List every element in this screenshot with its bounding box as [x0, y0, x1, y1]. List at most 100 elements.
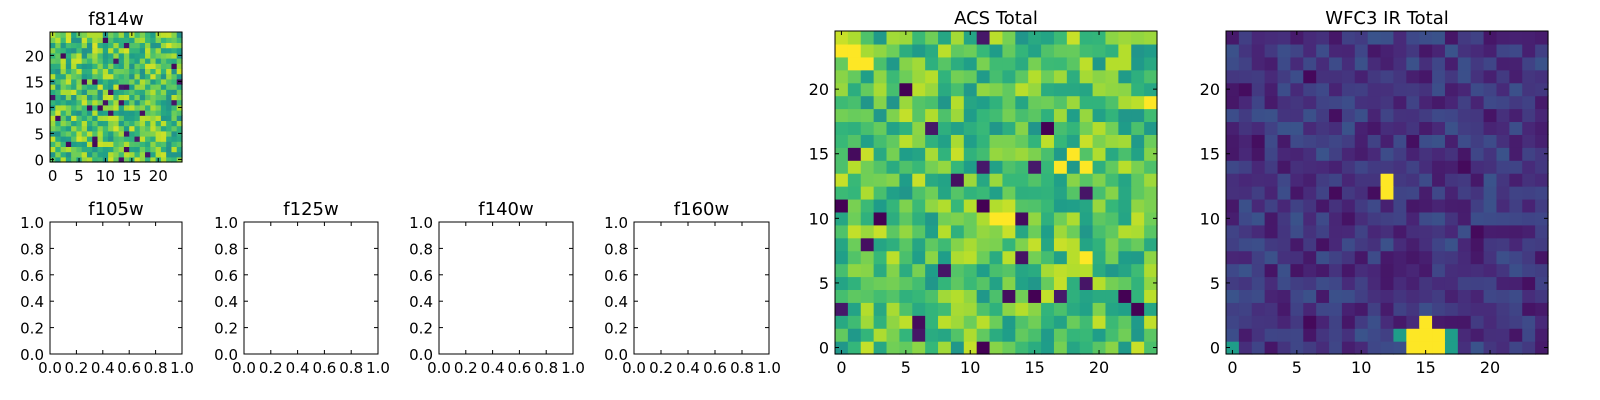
- heatmap-cell: [1367, 31, 1382, 45]
- heatmap-cell: [912, 328, 926, 342]
- heatmap-cell: [113, 125, 120, 132]
- heatmap-cell: [860, 198, 875, 213]
- heatmap-cell: [1470, 250, 1485, 265]
- heatmap-cell: [123, 130, 130, 137]
- heatmap-cell: [1419, 250, 1433, 265]
- heatmap-cell: [1277, 224, 1291, 239]
- heatmap-cell: [1354, 250, 1369, 265]
- heatmap-cell: [1522, 263, 1536, 278]
- heatmap-cell: [1079, 108, 1094, 123]
- heatmap-cell: [118, 99, 125, 106]
- heatmap-cell: [1457, 224, 1472, 239]
- heatmap-cell: [1251, 315, 1266, 329]
- heatmap-cell: [50, 146, 56, 153]
- heatmap-cell: [1092, 56, 1107, 71]
- heatmap-cell: [1041, 328, 1055, 342]
- heatmap-cell: [950, 82, 965, 97]
- heatmap-cell: [1393, 341, 1407, 355]
- y-tick-label: 0.0: [20, 346, 44, 364]
- heatmap-cell: [1131, 302, 1145, 316]
- heatmap-cell: [1509, 289, 1523, 303]
- heatmap-cell: [1303, 224, 1317, 239]
- heatmap-cell: [976, 250, 991, 265]
- heatmap-cell: [912, 211, 926, 226]
- heatmap-cell: [171, 156, 178, 163]
- heatmap-cell: [873, 341, 888, 355]
- heatmap-cell: [1535, 108, 1549, 123]
- heatmap-cell: [97, 151, 104, 158]
- y-tick-label: 15: [809, 145, 829, 164]
- heatmap-cell: [1406, 56, 1420, 71]
- heatmap-cell: [1522, 250, 1536, 265]
- heatmap-cell: [71, 99, 77, 106]
- heatmap-cell: [1354, 198, 1369, 213]
- heatmap-cell: [134, 89, 141, 95]
- heatmap-cell: [989, 198, 1004, 213]
- panel-title: ACS Total: [954, 8, 1038, 29]
- heatmap-cell: [1483, 276, 1498, 290]
- heatmap-cell: [1457, 121, 1472, 135]
- heatmap-cell: [1066, 289, 1081, 303]
- heatmap-cell: [1002, 134, 1016, 148]
- heatmap-cell: [1483, 224, 1498, 239]
- heatmap-cell: [1457, 56, 1472, 71]
- x-tick-label: 5: [74, 167, 84, 185]
- heatmap-cell: [1367, 160, 1382, 174]
- heatmap-cell: [1496, 82, 1510, 97]
- y-tick-label: 0.6: [20, 267, 44, 285]
- heatmap-cell: [938, 147, 952, 161]
- heatmap-cell: [1341, 276, 1356, 290]
- heatmap-cell: [139, 58, 146, 64]
- heatmap-cell: [1264, 237, 1279, 252]
- heatmap-cell: [81, 136, 88, 142]
- heatmap-cell: [912, 289, 926, 303]
- heatmap-cell: [1290, 328, 1304, 342]
- heatmap-cell: [1079, 31, 1094, 45]
- heatmap-cell: [847, 315, 862, 329]
- heatmap-cell: [108, 136, 114, 142]
- heatmap-cell: [886, 237, 900, 252]
- heatmap-cell: [1131, 56, 1145, 71]
- heatmap-cell: [155, 68, 162, 75]
- heatmap-cell: [886, 276, 900, 290]
- heatmap-cell: [1053, 224, 1068, 239]
- heatmap-cell: [1277, 276, 1291, 290]
- heatmap-cell: [1329, 121, 1343, 135]
- heatmap-cell: [1066, 95, 1081, 110]
- heatmap-cell: [81, 141, 88, 147]
- heatmap-cell: [118, 130, 125, 137]
- heatmap-cell: [1406, 211, 1420, 226]
- heatmap-cell: [1277, 43, 1291, 58]
- heatmap-cell: [1105, 147, 1119, 161]
- heatmap-cell: [1002, 341, 1016, 355]
- heatmap-cell: [1092, 263, 1107, 278]
- heatmap-cell: [1238, 69, 1253, 84]
- heatmap-cell: [938, 134, 952, 148]
- heatmap-cell: [1457, 276, 1472, 290]
- heatmap-cell: [886, 289, 900, 303]
- heatmap-cell: [1303, 198, 1317, 213]
- heatmap-cell: [108, 94, 114, 101]
- heatmap-cell: [1264, 82, 1279, 97]
- heatmap-cell: [1419, 173, 1433, 187]
- heatmap-cell: [925, 198, 939, 213]
- heatmap-cell: [860, 31, 875, 45]
- heatmap-cell: [1483, 237, 1498, 252]
- heatmap-cell: [97, 156, 104, 163]
- heatmap-cell: [1393, 328, 1407, 342]
- heatmap-cell: [950, 173, 965, 187]
- heatmap-cell: [912, 276, 926, 290]
- heatmap-cell: [899, 276, 913, 290]
- heatmap-cell: [976, 328, 991, 342]
- heatmap-cell: [71, 156, 77, 163]
- heatmap-cell: [118, 110, 125, 116]
- heatmap-cell: [873, 186, 888, 200]
- heatmap-cell: [1483, 186, 1498, 200]
- heatmap-cell: [1053, 250, 1068, 265]
- heatmap-cell: [1367, 69, 1382, 84]
- heatmap-cell: [1496, 43, 1510, 58]
- heatmap-cell: [129, 58, 136, 64]
- heatmap-cell: [989, 250, 1004, 265]
- heatmap-cell: [1470, 186, 1485, 200]
- heatmap-cell: [160, 68, 167, 75]
